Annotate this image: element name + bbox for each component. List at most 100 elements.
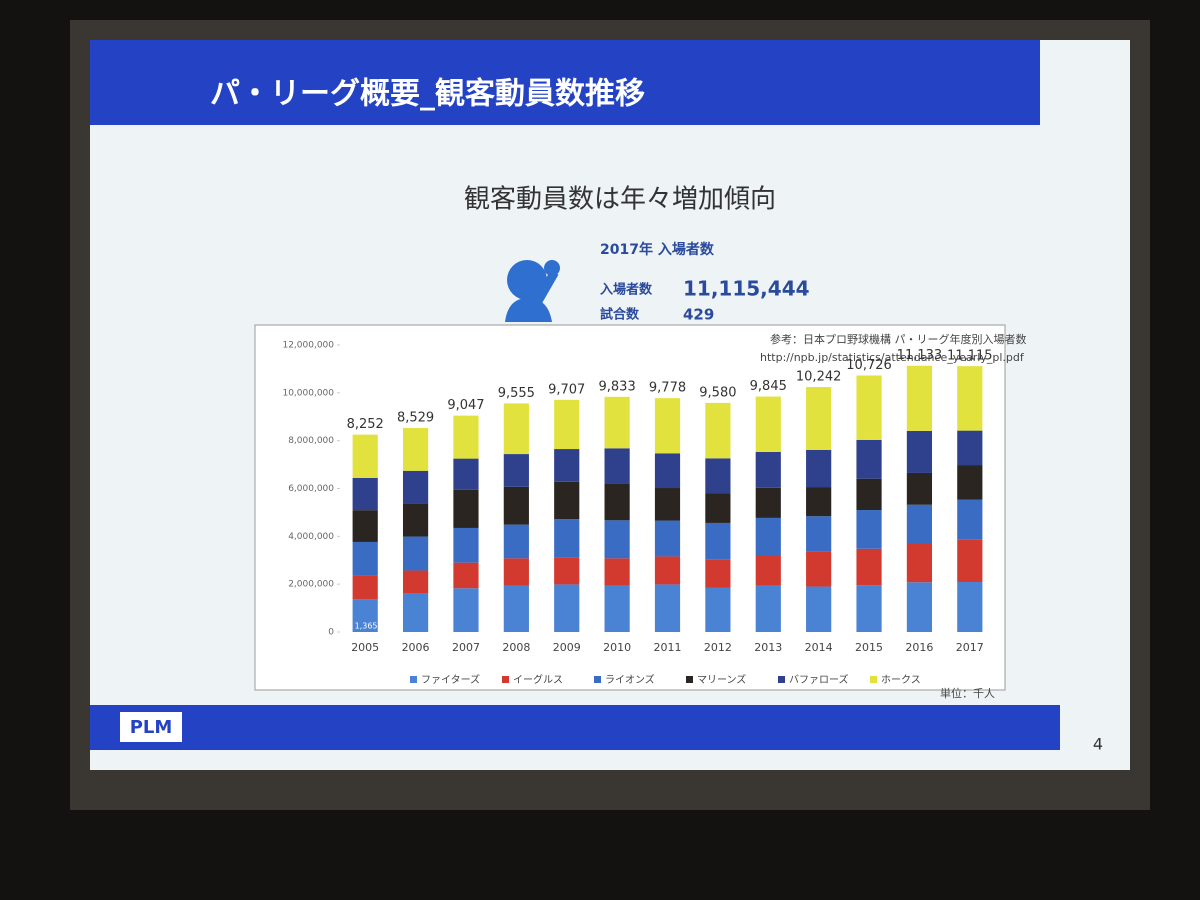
stat-label: 試合数 bbox=[600, 307, 640, 323]
bar-segment bbox=[352, 575, 378, 600]
bar-segment bbox=[755, 487, 781, 518]
bar-segment bbox=[554, 584, 580, 632]
bar-segment bbox=[957, 430, 983, 466]
bar-segment bbox=[806, 387, 832, 450]
bar-segment bbox=[755, 517, 781, 555]
total-label: 8,529 bbox=[397, 411, 434, 426]
legend-label: ライオンズ bbox=[605, 673, 655, 686]
bar-segment bbox=[654, 398, 681, 454]
bar-segment bbox=[554, 449, 580, 482]
x-tick-label: 2006 bbox=[402, 641, 430, 654]
stat-value: 429 bbox=[683, 306, 714, 324]
bar-segment bbox=[856, 375, 882, 440]
bar-segment bbox=[806, 487, 832, 517]
bar-segment bbox=[856, 478, 882, 511]
legend-swatch bbox=[778, 676, 785, 683]
bar-segment bbox=[906, 504, 933, 544]
page-number: 4 bbox=[1093, 735, 1103, 754]
bar-segment bbox=[856, 439, 882, 479]
logo: PLM bbox=[130, 717, 173, 738]
total-label: 10,242 bbox=[796, 370, 842, 385]
data-label: 1,365 bbox=[355, 622, 378, 631]
bar-segment bbox=[806, 551, 832, 587]
total-label: 9,555 bbox=[498, 386, 535, 401]
legend-label: ホークス bbox=[881, 674, 921, 686]
bar-segment bbox=[806, 586, 832, 632]
bar-segment bbox=[402, 570, 429, 594]
legend-label: マリーンズ bbox=[697, 673, 746, 686]
bar-segment bbox=[906, 365, 933, 431]
bar-segment bbox=[503, 454, 529, 487]
bar-segment bbox=[453, 527, 479, 563]
bar-segment bbox=[453, 489, 479, 528]
total-label: 9,833 bbox=[599, 379, 636, 394]
x-tick-label: 2012 bbox=[704, 641, 732, 654]
bar-segment bbox=[755, 585, 781, 632]
legend-swatch bbox=[870, 676, 877, 683]
bar-segment bbox=[554, 481, 580, 520]
stat-value: 11,115,444 bbox=[683, 277, 810, 301]
y-tick-label: 10,000,000 bbox=[282, 388, 334, 398]
y-tick-label: 4,000,000 bbox=[288, 532, 334, 542]
bar-segment bbox=[503, 524, 529, 559]
x-tick-label: 2007 bbox=[452, 641, 480, 654]
bar-segment bbox=[957, 539, 983, 583]
bar-segment bbox=[604, 396, 630, 449]
bar-segment bbox=[957, 366, 983, 431]
bar-segment bbox=[453, 458, 479, 490]
bar-segment bbox=[755, 451, 781, 488]
bar-segment bbox=[906, 543, 933, 583]
slide-subtitle: 観客動員数は年々増加傾向 bbox=[464, 185, 776, 215]
bar-segment bbox=[654, 488, 681, 521]
bar-segment bbox=[453, 415, 479, 459]
bar-segment bbox=[705, 458, 731, 494]
bar-segment bbox=[402, 428, 429, 471]
bar-segment bbox=[402, 593, 429, 632]
bar-segment bbox=[503, 585, 529, 632]
reference: 参考：日本プロ野球機構 パ・リーグ年度別入場者数 bbox=[770, 332, 1027, 346]
legend-label: バファローズ bbox=[789, 673, 849, 686]
legend-swatch bbox=[594, 676, 601, 683]
bar-segment bbox=[503, 403, 529, 455]
title-band bbox=[90, 40, 1040, 125]
y-tick-label: 6,000,000 bbox=[288, 484, 334, 494]
bar-segment bbox=[453, 562, 479, 589]
bar-segment bbox=[705, 559, 731, 588]
legend-swatch bbox=[502, 676, 509, 683]
bar-segment bbox=[402, 536, 429, 571]
bar-segment bbox=[554, 557, 580, 585]
bar-segment bbox=[453, 588, 479, 632]
x-tick-label: 2016 bbox=[905, 641, 933, 654]
bar-segment bbox=[755, 396, 781, 452]
slide-title: パ・リーグ概要_観客動員数推移 bbox=[210, 77, 645, 112]
x-tick-label: 2013 bbox=[754, 641, 782, 654]
bar-segment bbox=[503, 486, 529, 525]
legend-swatch bbox=[410, 676, 417, 683]
icon-fist bbox=[544, 260, 560, 276]
bar-segment bbox=[705, 402, 731, 459]
total-label: 11,133 bbox=[897, 348, 943, 363]
bar-segment bbox=[856, 548, 882, 586]
legend-label: イーグルス bbox=[513, 673, 563, 686]
bar-segment bbox=[705, 587, 731, 632]
y-tick-label: 0 bbox=[328, 628, 334, 638]
bar-segment bbox=[554, 519, 580, 558]
total-label: 9,845 bbox=[750, 379, 787, 394]
total-label: 9,580 bbox=[699, 385, 736, 400]
x-tick-label: 2017 bbox=[956, 641, 984, 654]
bar-segment bbox=[957, 499, 983, 540]
bar-segment bbox=[352, 510, 378, 542]
x-tick-label: 2010 bbox=[603, 641, 631, 654]
bar-segment bbox=[856, 510, 882, 549]
x-tick-label: 2014 bbox=[805, 641, 833, 654]
icon-arm bbox=[530, 270, 559, 310]
bar-segment bbox=[654, 453, 681, 489]
total-label: 11,115 bbox=[947, 349, 993, 364]
total-label: 8,252 bbox=[347, 417, 384, 432]
legend-label: ファイターズ bbox=[421, 673, 480, 686]
total-label: 9,047 bbox=[447, 398, 484, 413]
bar-segment bbox=[604, 585, 630, 632]
bar-segment bbox=[604, 448, 630, 484]
